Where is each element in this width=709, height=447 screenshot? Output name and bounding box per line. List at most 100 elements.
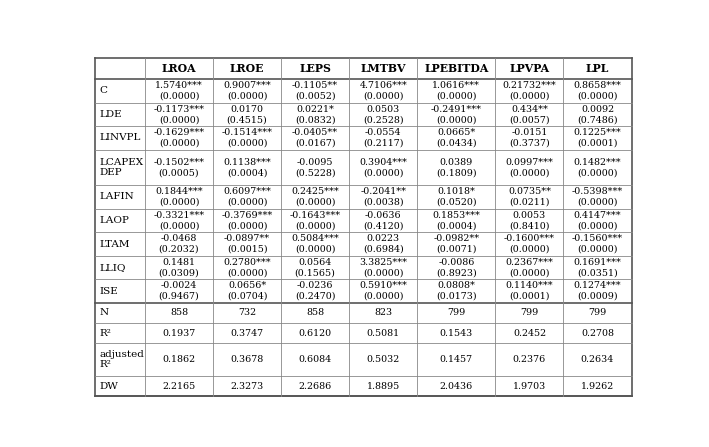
Text: 0.1862: 0.1862 [162, 355, 196, 364]
Text: 0.5084***
(0.0000): 0.5084*** (0.0000) [291, 234, 339, 254]
Text: 3.3825***
(0.0000): 3.3825*** (0.0000) [359, 258, 407, 277]
Text: DW: DW [99, 382, 118, 391]
Text: 823: 823 [374, 308, 392, 317]
Text: 0.6097***
(0.0000): 0.6097*** (0.0000) [223, 187, 271, 207]
Text: 0.3747: 0.3747 [230, 329, 264, 337]
Text: N: N [99, 308, 108, 317]
Text: 799: 799 [520, 308, 539, 317]
Text: LEPS: LEPS [299, 63, 331, 74]
Text: 0.0656*
(0.0704): 0.0656* (0.0704) [227, 282, 267, 301]
Text: 0.5081: 0.5081 [367, 329, 400, 337]
Text: 0.1140***
(0.0001): 0.1140*** (0.0001) [506, 282, 553, 301]
Text: 0.1481
(0.0309): 0.1481 (0.0309) [159, 258, 199, 277]
Text: 0.3904***
(0.0000): 0.3904*** (0.0000) [359, 158, 407, 177]
Text: 0.1844***
(0.0000): 0.1844*** (0.0000) [155, 187, 203, 207]
Text: LINVPL: LINVPL [99, 134, 140, 143]
Text: 0.0092
(0.7486): 0.0092 (0.7486) [577, 105, 618, 124]
Text: 732: 732 [238, 308, 256, 317]
Text: -0.0095
(0.5228): -0.0095 (0.5228) [295, 158, 335, 177]
Text: 2.2165: 2.2165 [162, 382, 196, 391]
Text: 799: 799 [447, 308, 465, 317]
Text: 2.2686: 2.2686 [298, 382, 332, 391]
Text: 0.2708: 0.2708 [581, 329, 614, 337]
Text: LPL: LPL [586, 63, 609, 74]
Text: 0.0223
(0.6984): 0.0223 (0.6984) [363, 234, 403, 254]
Text: 0.2780***
(0.0000): 0.2780*** (0.0000) [223, 258, 271, 277]
Text: 0.5910***
(0.0000): 0.5910*** (0.0000) [359, 282, 407, 301]
Text: 0.1018*
(0.0520): 0.1018* (0.0520) [436, 187, 476, 207]
Text: R²: R² [99, 329, 111, 337]
Text: -0.0636
(0.4120): -0.0636 (0.4120) [363, 211, 403, 230]
Text: ISE: ISE [99, 287, 118, 295]
Text: 4.7106***
(0.0000): 4.7106*** (0.0000) [359, 81, 407, 101]
Text: LLIQ: LLIQ [99, 263, 125, 272]
Text: 0.21732***
(0.0000): 0.21732*** (0.0000) [503, 81, 557, 101]
Text: 0.1937: 0.1937 [162, 329, 196, 337]
Text: 799: 799 [588, 308, 607, 317]
Text: -0.2491***
(0.0000): -0.2491*** (0.0000) [431, 105, 482, 124]
Text: 0.0053
(0.8410): 0.0053 (0.8410) [509, 211, 549, 230]
Text: -0.1514***
(0.0000): -0.1514*** (0.0000) [222, 128, 272, 148]
Text: 0.0997***
(0.0000): 0.0997*** (0.0000) [506, 158, 554, 177]
Text: 0.0808*
(0.0173): 0.0808* (0.0173) [436, 282, 476, 301]
Text: 0.0221*
(0.0832): 0.0221* (0.0832) [295, 105, 335, 124]
Text: 0.0735**
(0.0211): 0.0735** (0.0211) [508, 187, 551, 207]
Text: 0.3678: 0.3678 [230, 355, 264, 364]
Text: 0.8658***
(0.0000): 0.8658*** (0.0000) [574, 81, 621, 101]
Text: -0.1173***
(0.0000): -0.1173*** (0.0000) [154, 105, 205, 124]
Text: 1.5740***
(0.0000): 1.5740*** (0.0000) [155, 81, 203, 101]
Text: C: C [99, 86, 107, 95]
Text: 1.9703: 1.9703 [513, 382, 546, 391]
Text: 0.2634: 0.2634 [581, 355, 614, 364]
Text: LAFIN: LAFIN [99, 192, 134, 202]
Text: 0.0389
(0.1809): 0.0389 (0.1809) [436, 158, 476, 177]
Text: 0.434**
(0.0057): 0.434** (0.0057) [509, 105, 549, 124]
Text: -0.1600***
(0.0000): -0.1600*** (0.0000) [504, 234, 555, 254]
Text: -0.1502***
(0.0005): -0.1502*** (0.0005) [154, 158, 205, 177]
Text: -0.5398***
(0.0000): -0.5398*** (0.0000) [572, 187, 623, 207]
Text: 0.0665*
(0.0434): 0.0665* (0.0434) [436, 128, 476, 148]
Text: -0.3769***
(0.0000): -0.3769*** (0.0000) [221, 211, 273, 230]
Text: -0.0982**
(0.0071): -0.0982** (0.0071) [433, 234, 479, 254]
Text: 0.0503
(0.2528): 0.0503 (0.2528) [363, 105, 403, 124]
Text: -0.0405**
(0.0167): -0.0405** (0.0167) [292, 128, 338, 148]
Text: LCAPEX
DEP: LCAPEX DEP [99, 158, 143, 177]
Text: 2.3273: 2.3273 [230, 382, 264, 391]
Text: -0.1629***
(0.0000): -0.1629*** (0.0000) [153, 128, 205, 148]
Text: LPEBITDA: LPEBITDA [424, 63, 489, 74]
Text: -0.3321***
(0.0000): -0.3321*** (0.0000) [153, 211, 205, 230]
Text: 1.8895: 1.8895 [367, 382, 400, 391]
Text: 0.9007***
(0.0000): 0.9007*** (0.0000) [223, 81, 271, 101]
Text: 0.1138***
(0.0004): 0.1138*** (0.0004) [223, 158, 271, 177]
Text: -0.0897**
(0.0015): -0.0897** (0.0015) [224, 234, 270, 254]
Text: -0.2041**
(0.0038): -0.2041** (0.0038) [360, 187, 406, 207]
Text: 0.1691***
(0.0351): 0.1691*** (0.0351) [574, 258, 621, 277]
Text: 0.2425***
(0.0000): 0.2425*** (0.0000) [291, 187, 339, 207]
Text: -0.0236
(0.2470): -0.0236 (0.2470) [295, 282, 335, 301]
Text: -0.0151
(0.3737): -0.0151 (0.3737) [509, 128, 550, 148]
Text: 0.1457: 0.1457 [440, 355, 473, 364]
Text: 0.0170
(0.4515): 0.0170 (0.4515) [227, 105, 267, 124]
Text: LTAM: LTAM [99, 240, 130, 249]
Text: -0.0024
(0.9467): -0.0024 (0.9467) [159, 282, 199, 301]
Text: 0.4147***
(0.0000): 0.4147*** (0.0000) [574, 211, 621, 230]
Text: 0.6084: 0.6084 [298, 355, 332, 364]
Text: 0.6120: 0.6120 [298, 329, 332, 337]
Text: 0.2367***
(0.0000): 0.2367*** (0.0000) [506, 258, 554, 277]
Text: adjusted
R²: adjusted R² [99, 350, 144, 369]
Text: -0.0468
(0.2032): -0.0468 (0.2032) [159, 234, 199, 254]
Text: 0.2452: 0.2452 [513, 329, 546, 337]
Text: 0.2376: 0.2376 [513, 355, 546, 364]
Text: 858: 858 [306, 308, 324, 317]
Text: 1.9262: 1.9262 [581, 382, 614, 391]
Text: 0.1543: 0.1543 [440, 329, 473, 337]
Text: -0.0086
(0.8923): -0.0086 (0.8923) [436, 258, 476, 277]
Text: -0.1105**
(0.0052): -0.1105** (0.0052) [292, 81, 338, 101]
Text: 0.1853***
(0.0004): 0.1853*** (0.0004) [432, 211, 480, 230]
Text: 2.0436: 2.0436 [440, 382, 473, 391]
Text: -0.1560***
(0.0000): -0.1560*** (0.0000) [572, 234, 623, 254]
Text: 858: 858 [170, 308, 188, 317]
Text: 0.5032: 0.5032 [367, 355, 400, 364]
Text: 0.1482***
(0.0000): 0.1482*** (0.0000) [574, 158, 621, 177]
Text: 0.0564
(0.1565): 0.0564 (0.1565) [295, 258, 335, 277]
